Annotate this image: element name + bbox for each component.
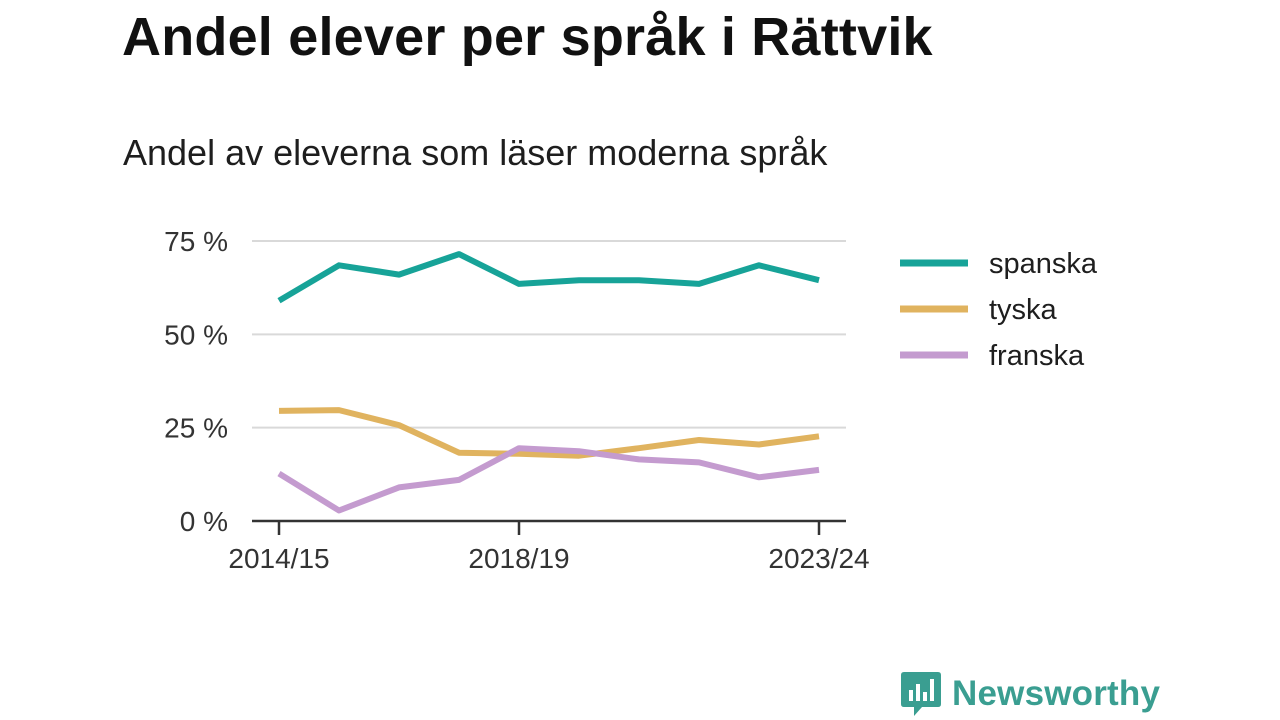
x-tick-label: 2018/19 [468,543,569,574]
brand-name: Newsworthy [952,674,1161,713]
series-lines [277,251,820,514]
x-axis: 2014/15 2018/19 2023/24 [228,519,870,574]
brand-logo: Newsworthy [900,670,1160,718]
legend-label-tyska: tyska [989,294,1058,326]
y-tick-label: 75 % [164,226,228,257]
series-line-tyska [278,407,820,459]
x-tick-label: 2014/15 [228,543,329,574]
legend: spanska tyska franska [900,248,1098,372]
series-line-franska [277,445,820,514]
newsworthy-logo-icon [901,672,941,716]
y-tick-label: 25 % [164,413,228,444]
y-axis-tick-labels: 0 % 25 % 50 % 75 % [164,226,228,537]
chart-subtitle: Andel av eleverna som läser moderna språ… [123,132,828,173]
y-tick-label: 50 % [164,319,228,350]
line-chart: 0 % 25 % 50 % 75 % 2014/15 2018/19 2023/24 sp… [164,226,1098,574]
legend-label-franska: franska [989,340,1085,372]
y-tick-label: 0 % [180,506,228,537]
series-line-spanska [277,251,820,304]
x-tick-label: 2023/24 [768,543,869,574]
chart-title: Andel elever per språk i Rättvik [122,7,933,67]
gridlines [252,240,846,429]
legend-label-spanska: spanska [989,248,1098,280]
